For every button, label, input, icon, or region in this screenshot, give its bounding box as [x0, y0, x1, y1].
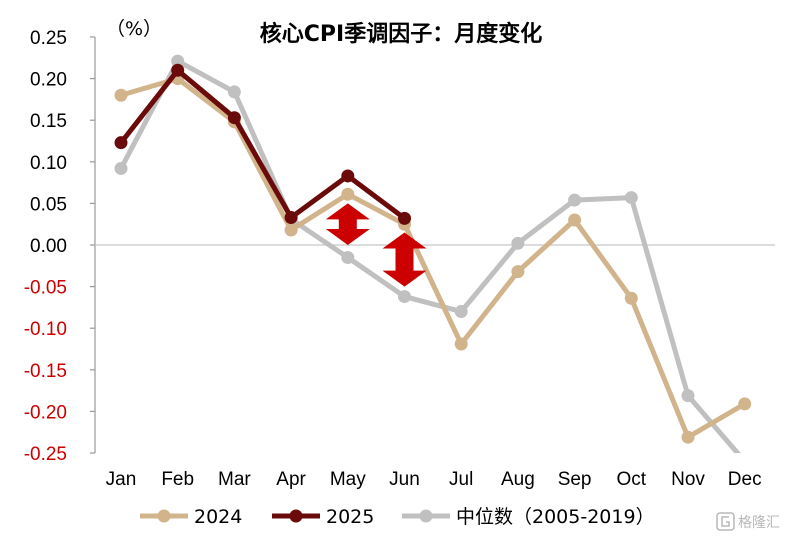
legend-label: 2025 — [326, 506, 374, 528]
series-line — [120, 76, 746, 440]
data-point — [341, 250, 355, 264]
y-axis: 0.25 0.20 0.15 0.10 0.05 0.00 -0.05 -0.10 -0.15 -… — [24, 28, 96, 465]
data-point — [681, 430, 695, 444]
x-tick-label: Sep — [558, 469, 592, 490]
watermark-logo-icon — [716, 512, 735, 531]
y-tick-label: 0.05 — [30, 194, 67, 215]
data-point — [341, 187, 355, 201]
y-tick-label: 0.00 — [30, 236, 67, 257]
double-arrow-annotation — [382, 232, 427, 287]
y-tick-label: -0.10 — [24, 319, 67, 340]
y-tick-label: 0.10 — [30, 153, 67, 174]
series-2 — [114, 54, 751, 468]
data-point — [114, 88, 128, 102]
data-point — [171, 63, 185, 77]
x-tick-label: Nov — [671, 469, 705, 490]
x-tick-label: Jun — [389, 469, 420, 490]
data-point — [114, 136, 128, 150]
data-point — [568, 193, 582, 207]
y-tick-label: 0.20 — [30, 70, 67, 91]
data-point — [738, 397, 752, 411]
legend-label: 中位数（2005-2019） — [456, 506, 655, 528]
y-tick-label: -0.05 — [24, 278, 67, 299]
legend-item: 中位数（2005-2019） — [402, 506, 655, 528]
legend-label: 2024 — [194, 506, 242, 528]
data-point — [568, 213, 582, 227]
data-point — [227, 85, 241, 99]
data-point — [398, 290, 411, 304]
data-point — [114, 161, 128, 175]
y-unit-label: （%） — [106, 18, 162, 40]
y-tick-label: 0.15 — [30, 111, 67, 132]
data-point — [624, 291, 638, 305]
data-point — [624, 191, 638, 205]
data-point — [341, 169, 355, 183]
x-tick-label: Jul — [449, 469, 473, 490]
x-axis-labels: Jan Feb Mar Apr May Jun Jul Aug Sep Oct Nov Dec — [106, 469, 762, 490]
x-tick-label: Aug — [501, 469, 535, 490]
legend-marker — [157, 509, 171, 523]
legend-marker — [289, 509, 303, 523]
data-point — [738, 455, 751, 468]
double-arrow-annotation — [325, 203, 370, 245]
data-point — [227, 111, 241, 125]
legend-item: 2025 — [272, 506, 374, 528]
series-line — [118, 58, 741, 453]
watermark-text: 格隆汇 — [738, 515, 780, 531]
x-tick-label: May — [330, 469, 366, 490]
legend-item: 2024 — [140, 506, 242, 528]
data-point — [171, 54, 185, 68]
series-layer — [114, 54, 752, 468]
data-point — [398, 211, 411, 225]
data-point — [454, 305, 468, 319]
x-tick-label: Feb — [161, 469, 194, 490]
annotation-layer — [325, 203, 427, 287]
x-tick-label: Mar — [218, 469, 251, 490]
x-tick-label: Oct — [617, 469, 647, 490]
data-point — [681, 389, 695, 403]
legend: 2024 2025 中位数（2005-2019） — [140, 506, 655, 528]
data-point — [511, 236, 525, 250]
series-line — [119, 67, 406, 221]
data-point — [454, 337, 468, 351]
watermark: 格隆汇 — [716, 512, 780, 531]
series-1 — [114, 63, 411, 225]
y-tick-label: -0.25 — [24, 444, 67, 465]
data-point — [511, 265, 525, 279]
y-tick-label: 0.25 — [30, 28, 67, 49]
data-point — [284, 223, 298, 237]
series-0 — [114, 72, 752, 444]
legend-marker — [419, 509, 433, 523]
x-tick-label: Jan — [106, 469, 137, 490]
y-tick-label: -0.15 — [24, 361, 67, 382]
data-point — [284, 211, 298, 225]
chart-title: 核心CPI季调因子：月度变化 — [260, 21, 542, 47]
y-tick-label: -0.20 — [24, 402, 67, 423]
x-tick-label: Apr — [276, 469, 306, 490]
x-tick-label: Dec — [728, 469, 762, 490]
